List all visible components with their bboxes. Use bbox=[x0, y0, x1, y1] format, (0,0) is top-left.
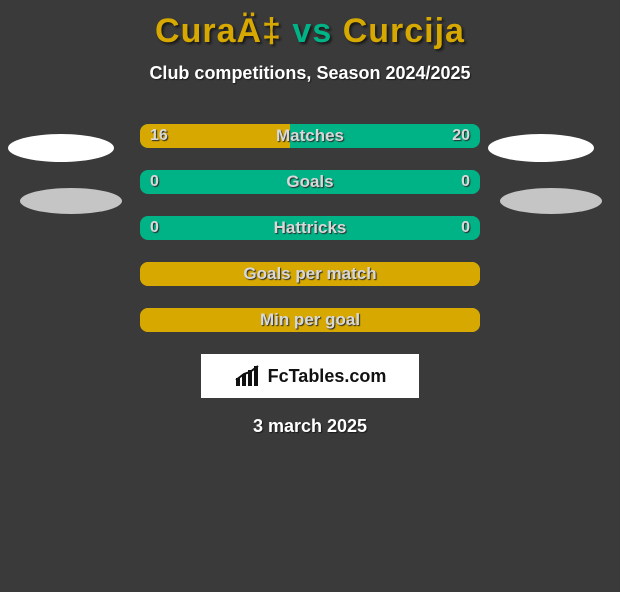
decorative-ellipse bbox=[8, 134, 114, 162]
stat-row: 0Hattricks0 bbox=[140, 216, 480, 240]
stat-label: Goals per match bbox=[140, 264, 480, 284]
chart-icon bbox=[234, 364, 262, 388]
stat-value-right: 20 bbox=[452, 127, 470, 145]
source-badge: FcTables.com bbox=[201, 354, 419, 398]
stat-label: Matches bbox=[140, 126, 480, 146]
page-title: CuraÄ‡ vs Curcija bbox=[0, 12, 620, 51]
stat-label: Min per goal bbox=[140, 310, 480, 330]
date-label: 3 march 2025 bbox=[0, 416, 620, 437]
stat-row: Goals per match bbox=[140, 262, 480, 286]
title-left-name: CuraÄ‡ bbox=[155, 12, 282, 50]
stat-value-right: 0 bbox=[461, 173, 470, 191]
title-vs: vs bbox=[292, 12, 332, 50]
stat-value-right: 0 bbox=[461, 219, 470, 237]
stat-label: Hattricks bbox=[140, 218, 480, 238]
title-right-name: Curcija bbox=[343, 12, 465, 50]
decorative-ellipse bbox=[488, 134, 594, 162]
stat-row: Min per goal bbox=[140, 308, 480, 332]
decorative-ellipse bbox=[500, 188, 602, 214]
decorative-ellipse bbox=[20, 188, 122, 214]
stat-rows-container: 16Matches200Goals00Hattricks0Goals per m… bbox=[140, 124, 480, 332]
stat-row: 0Goals0 bbox=[140, 170, 480, 194]
stat-row: 16Matches20 bbox=[140, 124, 480, 148]
stat-label: Goals bbox=[140, 172, 480, 192]
subtitle: Club competitions, Season 2024/2025 bbox=[0, 63, 620, 84]
source-badge-text: FcTables.com bbox=[268, 366, 387, 387]
